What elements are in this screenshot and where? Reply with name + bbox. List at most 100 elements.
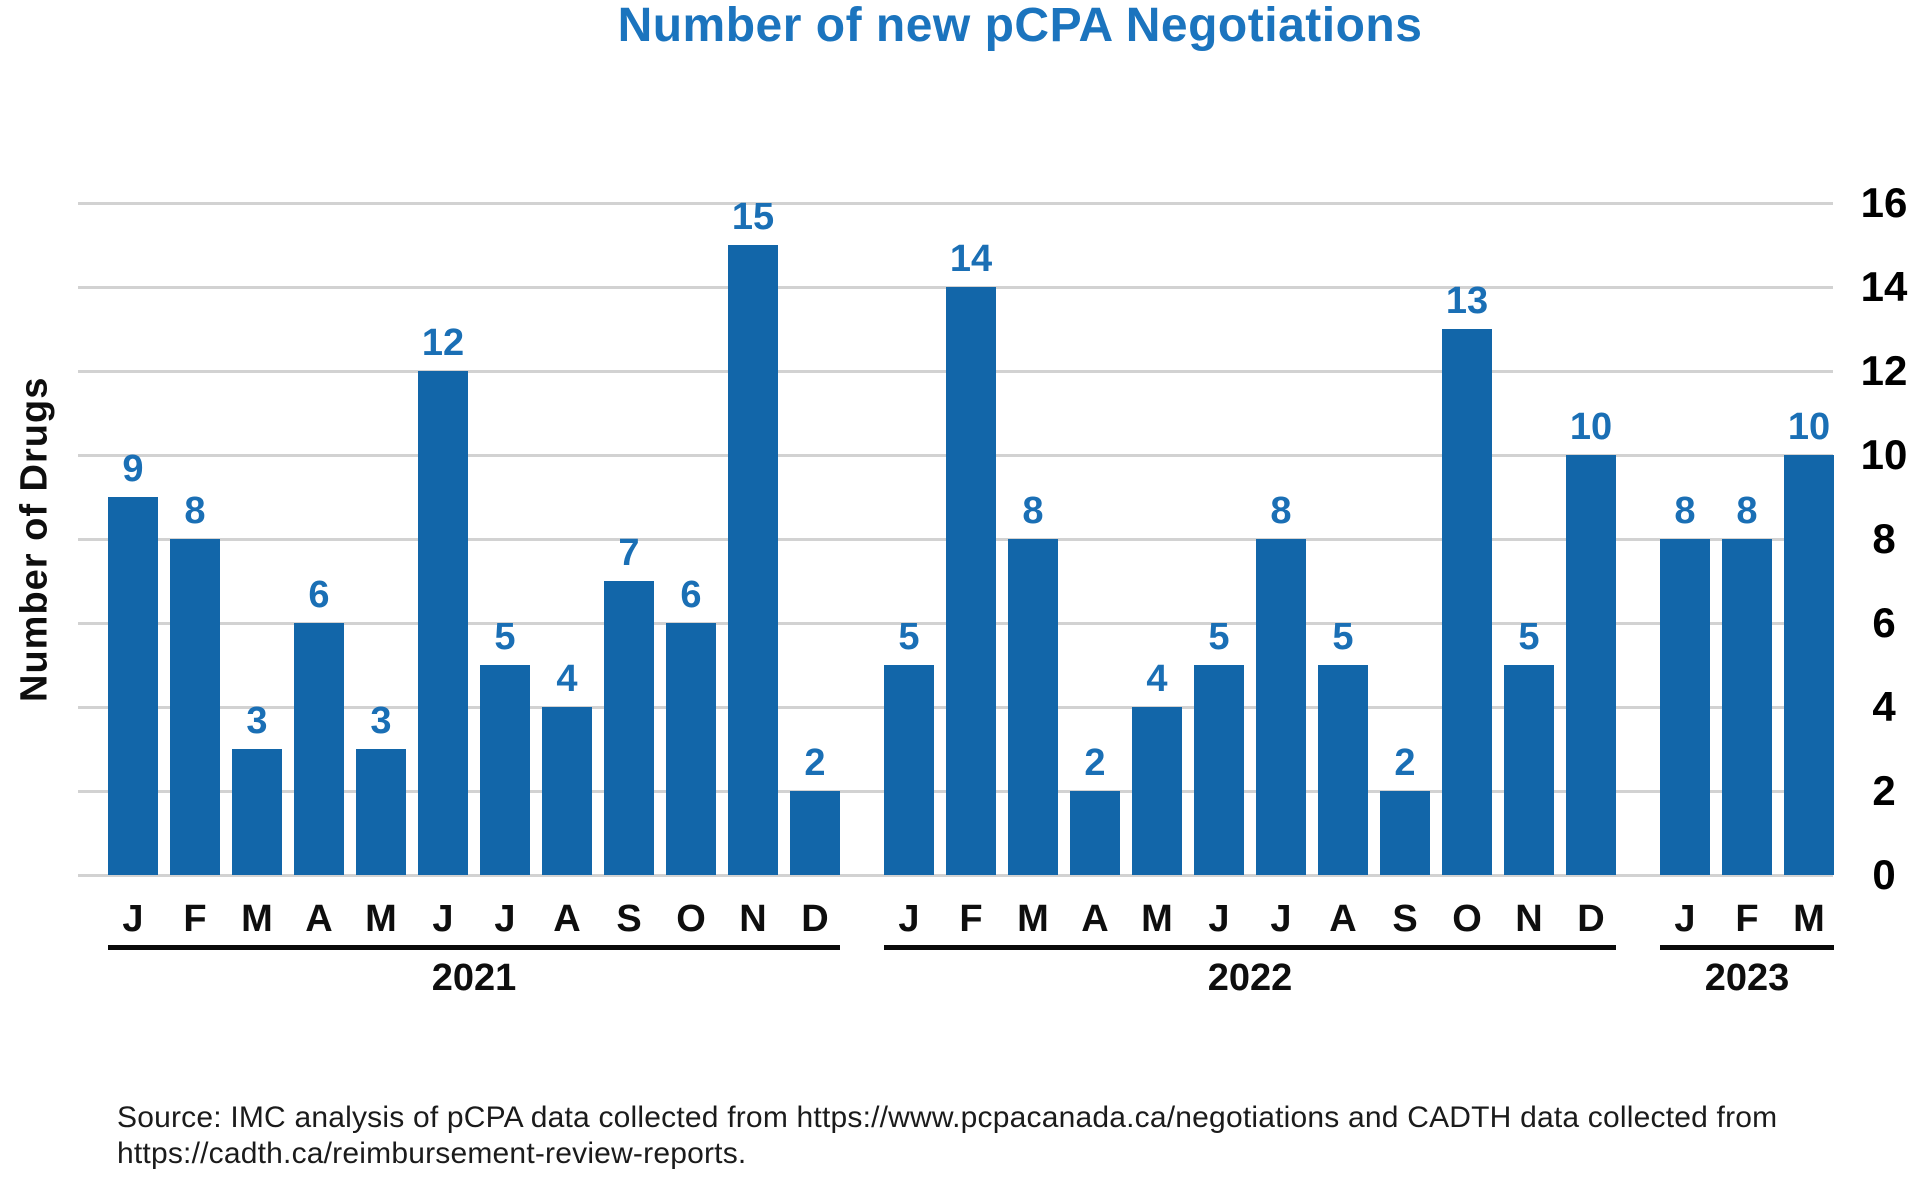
bar-value-label: 6 bbox=[680, 574, 702, 616]
y-tick-4: 4 bbox=[1872, 683, 1896, 730]
bar-value-label: 8 bbox=[1022, 490, 1044, 532]
bar-2021-3 bbox=[232, 749, 282, 875]
bar-2022-12 bbox=[1566, 455, 1616, 875]
year-label-2022: 2022 bbox=[1207, 957, 1293, 999]
bar-2022-9 bbox=[1380, 791, 1430, 875]
bar-2022-5 bbox=[1132, 707, 1182, 875]
gridline-y0 bbox=[78, 873, 1833, 877]
y-axis-tick-labels: 16 14 12 10 8 6 4 2 0 bbox=[1848, 179, 1920, 898]
month-col-2022-12: 10 D bbox=[1566, 203, 1616, 939]
bar-value-label: 5 bbox=[898, 616, 920, 658]
bar-2021-7 bbox=[480, 665, 530, 875]
bar-2023-3 bbox=[1784, 455, 1834, 875]
month-tick-label: A bbox=[1329, 898, 1357, 940]
month-col-2022-2: 14 F bbox=[946, 203, 996, 939]
bar-2022-8 bbox=[1318, 665, 1368, 875]
year-group-2023: 8 J 8 F 10 M 2023 bbox=[1660, 203, 1834, 999]
bar-value-label: 9 bbox=[122, 448, 144, 490]
bar-value-label: 8 bbox=[184, 490, 206, 532]
bar-2023-2 bbox=[1722, 539, 1772, 875]
y-tick-0: 0 bbox=[1872, 851, 1896, 898]
bar-2021-11 bbox=[728, 245, 778, 875]
y-tick-14: 14 bbox=[1860, 263, 1908, 310]
month-tick-label: M bbox=[241, 898, 273, 940]
bar-value-label: 10 bbox=[1569, 406, 1613, 448]
month-tick-label: O bbox=[1452, 898, 1482, 940]
bar-2022-10 bbox=[1442, 329, 1492, 875]
bar-2021-1 bbox=[108, 497, 158, 875]
month-tick-label: J bbox=[494, 898, 516, 940]
y-axis-title-text: Number of Drugs bbox=[13, 376, 56, 702]
bar-value-label: 2 bbox=[804, 742, 826, 784]
month-tick-label: F bbox=[183, 898, 207, 940]
bar-value-label: 4 bbox=[1146, 658, 1168, 700]
bar-value-label: 7 bbox=[618, 532, 640, 574]
chart-title: Number of new pCPA Negotiations bbox=[617, 0, 1423, 52]
year-underline-2021 bbox=[108, 945, 840, 950]
bar-2023-1 bbox=[1660, 539, 1710, 875]
bar-2022-11 bbox=[1504, 665, 1554, 875]
bar-value-label: 8 bbox=[1270, 490, 1292, 532]
bar-2021-8 bbox=[542, 707, 592, 875]
month-tick-label: A bbox=[553, 898, 581, 940]
bar-2022-2 bbox=[946, 287, 996, 875]
bar-value-label: 4 bbox=[556, 658, 578, 700]
month-tick-label: M bbox=[1017, 898, 1049, 940]
month-tick-label: F bbox=[1735, 898, 1759, 940]
month-tick-label: N bbox=[1515, 898, 1543, 940]
bar-value-label: 8 bbox=[1674, 490, 1696, 532]
month-tick-label: F bbox=[959, 898, 983, 940]
bar-value-label: 10 bbox=[1787, 406, 1831, 448]
bar-value-label: 3 bbox=[370, 700, 392, 742]
source-note: Source: IMC analysis of pCPA data collec… bbox=[117, 1100, 1777, 1172]
bar-value-label: 5 bbox=[1332, 616, 1354, 658]
source-line-2: https://cadth.ca/reimbursement-review-re… bbox=[117, 1137, 747, 1170]
month-tick-label: S bbox=[616, 898, 642, 940]
bar-2021-5 bbox=[356, 749, 406, 875]
bar-2022-6 bbox=[1194, 665, 1244, 875]
y-tick-2: 2 bbox=[1872, 767, 1896, 814]
bar-value-label: 3 bbox=[246, 700, 268, 742]
bar-value-label: 13 bbox=[1445, 280, 1489, 322]
month-tick-label: J bbox=[1270, 898, 1292, 940]
month-col-2023-3: 10 M bbox=[1784, 203, 1834, 939]
month-tick-label: J bbox=[1208, 898, 1230, 940]
bar-value-label: 8 bbox=[1736, 490, 1758, 532]
month-col-2021-6: 12 J bbox=[418, 203, 468, 939]
month-tick-label: J bbox=[122, 898, 144, 940]
y-axis-title: Number of Drugs bbox=[4, 203, 66, 875]
y-tick-12: 12 bbox=[1860, 347, 1908, 394]
month-tick-label: O bbox=[676, 898, 706, 940]
month-tick-label: N bbox=[739, 898, 767, 940]
bar-2021-9 bbox=[604, 581, 654, 875]
source-line-1: Source: IMC analysis of pCPA data collec… bbox=[117, 1101, 1778, 1134]
month-tick-label: D bbox=[801, 898, 829, 940]
bar-2022-1 bbox=[884, 665, 934, 875]
month-tick-label: S bbox=[1392, 898, 1418, 940]
year-group-2022: 5 J 14 F 8 M 2 A 4 M 5 J 8 J 5 A 2 S 13 O 5 N 10 D 2022 bbox=[884, 203, 1616, 999]
year-label-2023: 2023 bbox=[1704, 957, 1790, 999]
bar-value-label: 14 bbox=[949, 238, 993, 280]
bar-value-label: 5 bbox=[1518, 616, 1540, 658]
y-tick-16: 16 bbox=[1860, 179, 1908, 226]
month-tick-label: D bbox=[1577, 898, 1605, 940]
gridline-y16 bbox=[78, 201, 1833, 205]
month-tick-label: A bbox=[1081, 898, 1109, 940]
